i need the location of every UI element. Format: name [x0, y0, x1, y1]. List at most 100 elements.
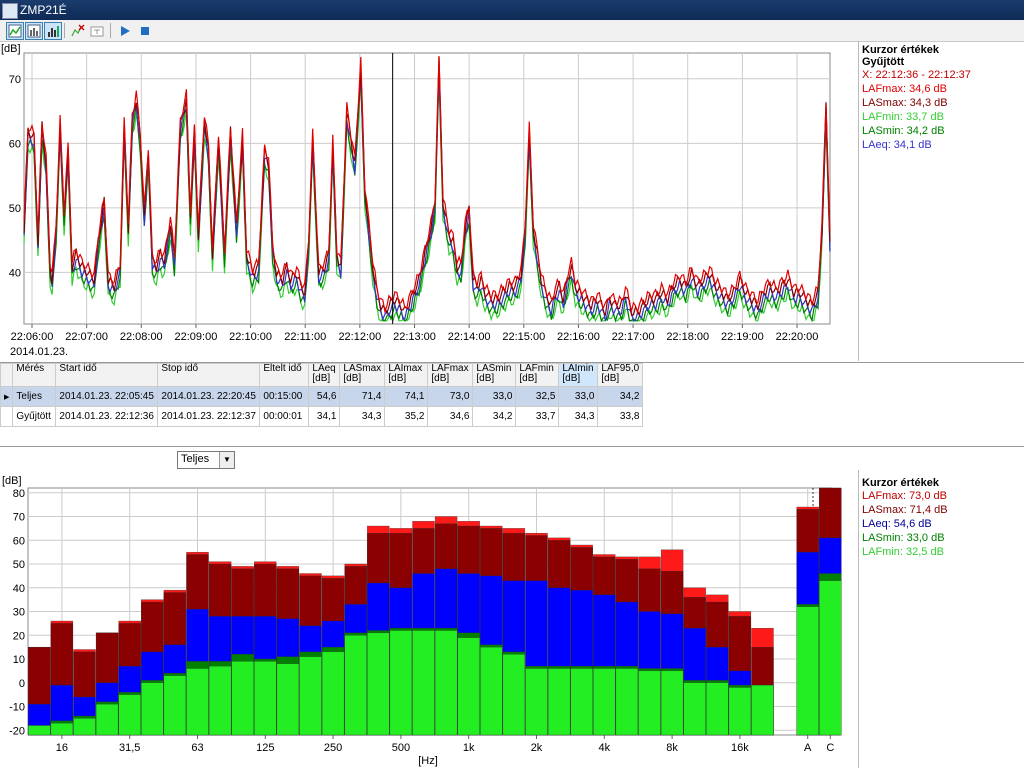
spectrum-plot[interactable]: [dB] -20 -10 0 10 20 30 40 50 60 70 80 16 31,5 63 125 25…	[0, 470, 858, 768]
row-selector-icon[interactable]: ▶	[0, 386, 14, 407]
table-row[interactable]: ▶ Teljes 2014.01.23. 22:05:45 2014.01.23. 2…	[0, 386, 644, 407]
column-header[interactable]: LAImin [dB]	[558, 363, 599, 387]
table-cell[interactable]: 2014.01.23. 22:05:45	[55, 386, 159, 407]
play-icon[interactable]	[116, 22, 134, 40]
x-tick-label: 22:19:00	[721, 331, 764, 343]
column-header[interactable]: LAFmax [dB]	[427, 363, 474, 387]
time-history-chart[interactable]: [dB] 40 50 60 70 22:06:00 22:07:00 22:08:00 22:0…	[0, 41, 858, 361]
cursor-x-icon[interactable]	[69, 22, 87, 40]
measurement-table[interactable]: Mérés Start idő Stop idő Eltelt idő LAeq [dB]…	[0, 363, 644, 427]
column-header[interactable]: Start idő	[55, 363, 159, 387]
table-cell[interactable]: 00:15:00	[259, 386, 310, 407]
window-title: ZMP21É	[20, 3, 67, 17]
table-cell[interactable]: Teljes	[12, 386, 57, 407]
y-tick-label: -20	[9, 725, 25, 737]
legend-item: LAFmin: 32,5 dB	[862, 546, 944, 558]
bar-lafmin	[570, 668, 593, 736]
bar-lafmin	[141, 682, 164, 736]
measurement-select[interactable]: Teljes ▼	[177, 451, 235, 469]
table-cell[interactable]: 2014.01.23. 22:12:37	[157, 406, 261, 427]
table-cell[interactable]: 34,3	[339, 406, 386, 427]
x-tick-label: 22:12:00	[338, 331, 381, 343]
bar-lafmin	[502, 654, 526, 736]
column-header[interactable]: LAF95,0 [dB]	[597, 363, 644, 387]
spectrum-chart[interactable]: [dB] -20 -10 0 10 20 30 40 50 60 70 80 16 31,5 63 125 25…	[0, 470, 858, 768]
table-cell[interactable]: 34,6	[427, 406, 474, 427]
x-tick-label: 22:09:00	[175, 331, 218, 343]
time-history-plot[interactable]: [dB] 40 50 60 70 22:06:00 22:07:00 22:08:00 22:0…	[0, 41, 858, 361]
y-tick-label: 0	[19, 678, 25, 690]
y-tick-label: 70	[13, 512, 25, 524]
bar-lafmin	[706, 682, 729, 736]
x-tick-label: 2k	[531, 742, 543, 754]
table-cell[interactable]: 2014.01.23. 22:12:36	[55, 406, 159, 427]
column-header[interactable]: LAeq [dB]	[308, 363, 341, 387]
measurement-select-value: Teljes	[181, 453, 210, 465]
column-header[interactable]: Eltelt idő	[259, 363, 310, 387]
bar-lafmin	[50, 722, 74, 736]
x-tick-label: A	[804, 742, 812, 754]
x-tick-label: 22:16:00	[557, 331, 600, 343]
plot-area	[23, 52, 831, 325]
bar-lafmin	[751, 684, 774, 736]
table-cell[interactable]: Gyűjtött	[12, 406, 57, 427]
table-cell[interactable]: 00:00:01	[259, 406, 310, 427]
table-cell[interactable]: 34,1	[308, 406, 341, 427]
table-cell[interactable]: 33,0	[558, 386, 599, 407]
y-axis-label: [dB]	[1, 43, 21, 55]
legend-item: LAFmax: 73,0 dB	[862, 490, 947, 502]
y-tick-label: 50	[13, 559, 25, 571]
text-icon[interactable]	[88, 22, 106, 40]
y-tick-label: 80	[13, 488, 25, 500]
x-tick-label: C	[826, 742, 834, 754]
legend-title: Kurzor értékek	[862, 44, 940, 56]
table-cell[interactable]: 34,3	[558, 406, 599, 427]
bar-lafmin	[367, 632, 390, 736]
bar-lafmin	[434, 630, 458, 736]
table-cell[interactable]: 34,2	[472, 406, 517, 427]
bar-lafmin	[728, 687, 752, 736]
table-cell[interactable]: 34,2	[597, 386, 644, 407]
table-cell[interactable]: 74,1	[384, 386, 429, 407]
top-legend: Kurzor értékek Gyűjtött X: 22:12:36 - 22…	[862, 44, 1022, 164]
legend-item: LASmin: 34,2 dB	[862, 125, 945, 137]
table-cell[interactable]: 54,6	[308, 386, 341, 407]
bar-chart-icon[interactable]	[25, 22, 43, 40]
row-selector[interactable]	[0, 406, 14, 427]
x-tick-label: 22:07:00	[65, 331, 108, 343]
column-header[interactable]: Stop idő	[157, 363, 261, 387]
column-header[interactable]: LASmin [dB]	[472, 363, 517, 387]
legend-item: LAFmax: 34,6 dB	[862, 83, 947, 95]
column-header[interactable]: Mérés	[12, 363, 57, 387]
bar-lafmin	[95, 703, 119, 736]
table-cell[interactable]: 73,0	[427, 386, 474, 407]
stop-icon[interactable]	[136, 22, 154, 40]
legend-item: LAeq: 54,6 dB	[862, 518, 932, 530]
table-cell[interactable]: 33,8	[597, 406, 644, 427]
x-tick-label: 22:06:00	[11, 331, 54, 343]
column-header[interactable]: LAFmin [dB]	[515, 363, 560, 387]
bar-lafmin	[638, 670, 661, 736]
x-tick-label: 16k	[731, 742, 749, 754]
table-cell[interactable]: 71,4	[339, 386, 386, 407]
bar-lafmin	[28, 725, 51, 736]
bars-icon[interactable]	[44, 22, 62, 40]
table-cell[interactable]: 33,7	[515, 406, 560, 427]
chart-icon[interactable]	[6, 22, 24, 40]
x-tick-label: 1k	[463, 742, 475, 754]
chevron-down-icon[interactable]: ▼	[219, 452, 234, 468]
y-tick-label: 70	[9, 74, 21, 86]
x-tick-label: 22:08:00	[120, 331, 163, 343]
row-header	[0, 363, 14, 387]
column-header[interactable]: LASmax [dB]	[339, 363, 386, 387]
column-header[interactable]: LAImax [dB]	[384, 363, 429, 387]
table-cell[interactable]: 33,0	[472, 386, 517, 407]
table-cell[interactable]: 32,5	[515, 386, 560, 407]
table-row[interactable]: Gyűjtött 2014.01.23. 22:12:36 2014.01.23. …	[0, 406, 644, 427]
y-tick-label: 40	[13, 583, 25, 595]
table-cell[interactable]: 2014.01.23. 22:20:45	[157, 386, 261, 407]
title-bar: ZMP21É	[0, 0, 1024, 20]
measurement-grid[interactable]: Mérés Start idő Stop idő Eltelt idő LAeq [dB]…	[0, 362, 1024, 447]
bar-lafmin	[389, 630, 413, 736]
table-cell[interactable]: 35,2	[384, 406, 429, 427]
